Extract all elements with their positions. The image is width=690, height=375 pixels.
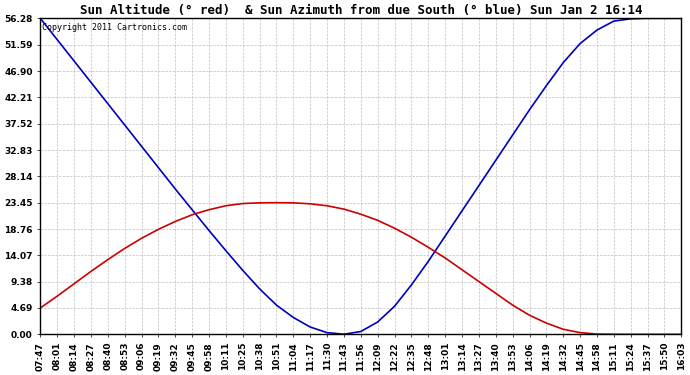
- Text: Copyright 2011 Cartronics.com: Copyright 2011 Cartronics.com: [41, 23, 186, 32]
- Title: Sun Altitude (° red)  & Sun Azimuth from due South (° blue) Sun Jan 2 16:14: Sun Altitude (° red) & Sun Azimuth from …: [79, 4, 642, 17]
